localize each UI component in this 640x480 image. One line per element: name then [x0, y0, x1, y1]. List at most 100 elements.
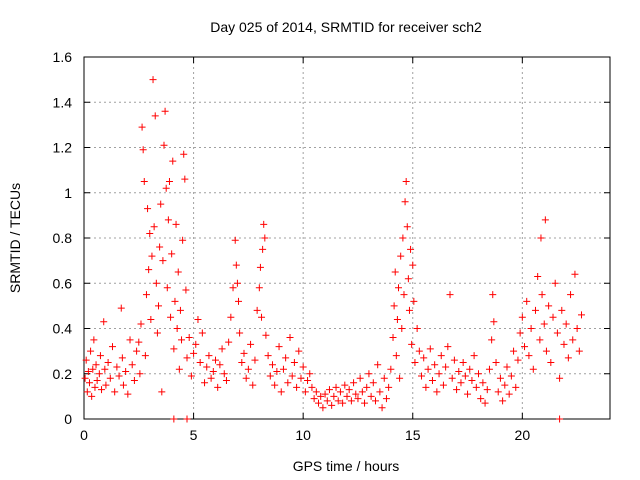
x-tick-label: 20 [515, 427, 531, 443]
data-point [558, 306, 566, 314]
data-point [290, 358, 298, 366]
y-tick-label: 1.6 [53, 49, 73, 65]
data-point [542, 347, 550, 355]
data-point [106, 374, 114, 382]
data-point [227, 313, 235, 321]
data-point [499, 397, 507, 405]
data-point [297, 374, 305, 382]
data-point [448, 374, 456, 382]
data-point [260, 220, 268, 228]
data-point [444, 343, 452, 351]
data-point [455, 367, 463, 375]
data-point [310, 395, 318, 403]
y-tick-label: 0.2 [53, 366, 73, 382]
data-point [507, 372, 515, 380]
data-point [564, 354, 572, 362]
data-point [149, 76, 157, 84]
data-point [505, 390, 513, 398]
y-tick-label: 1.2 [53, 140, 73, 156]
data-point [92, 361, 100, 369]
x-axis-label: GPS time / hours [293, 458, 400, 474]
data-point [396, 374, 404, 382]
data-point [378, 404, 386, 412]
data-point [400, 291, 408, 299]
x-tick-label: 5 [190, 427, 198, 443]
data-point [407, 245, 415, 253]
data-point [275, 343, 283, 351]
data-point [182, 286, 190, 294]
data-point [325, 386, 333, 394]
data-point [176, 306, 184, 314]
x-tick-label: 10 [295, 427, 311, 443]
data-point [402, 177, 410, 185]
data-point [201, 379, 209, 387]
data-point [161, 107, 169, 115]
data-point [118, 354, 126, 362]
data-point [446, 291, 454, 299]
data-point [266, 372, 274, 380]
data-point [179, 236, 187, 244]
y-tick-label: 1 [64, 185, 72, 201]
y-tick-label: 0 [64, 411, 72, 427]
data-point [136, 370, 144, 378]
data-point [399, 234, 407, 242]
data-point [341, 381, 349, 389]
data-point [426, 345, 434, 353]
y-axis-label: SRMTID / TECUs [7, 183, 23, 293]
data-point [209, 367, 217, 375]
data-point [198, 329, 206, 337]
data-point [150, 223, 158, 231]
data-point [352, 390, 360, 398]
data-point [336, 388, 344, 396]
data-point [431, 361, 439, 369]
data-point [489, 291, 497, 299]
data-point [541, 216, 549, 224]
data-point [475, 370, 482, 378]
data-point [488, 336, 496, 344]
y-tick-label: 0.6 [53, 275, 73, 291]
data-point [540, 320, 548, 328]
data-point [569, 336, 577, 344]
data-point [472, 383, 480, 391]
data-point [560, 340, 568, 348]
data-point [165, 177, 173, 185]
data-point [102, 381, 110, 389]
data-point [140, 177, 148, 185]
data-point [317, 392, 325, 400]
axis-ticks: 0 5 10 15 20 0 0.2 0.4 0.6 0.8 1 1.2 1.4 1.6 [53, 49, 610, 443]
data-point [159, 257, 167, 265]
data-point [395, 284, 403, 292]
data-point [328, 401, 336, 409]
data-point [216, 361, 224, 369]
data-point [259, 245, 267, 253]
data-point [492, 358, 500, 366]
data-point [126, 336, 134, 344]
data-point [523, 297, 531, 305]
data-point [218, 345, 226, 353]
data-point [170, 415, 178, 423]
data-point [251, 356, 259, 364]
data-point [192, 340, 200, 348]
data-point [398, 325, 406, 332]
data-point [345, 386, 353, 394]
y-tick-label: 1.4 [53, 94, 73, 110]
data-point [124, 390, 132, 398]
data-point [514, 356, 522, 364]
data-point [428, 377, 436, 385]
data-point [334, 397, 342, 405]
data-point [442, 363, 450, 371]
data-point [308, 383, 316, 391]
data-point [510, 347, 518, 355]
data-point [181, 175, 189, 183]
data-point [413, 325, 421, 332]
data-point [152, 279, 160, 287]
data-point [424, 365, 432, 373]
data-point [293, 383, 301, 391]
data-point [529, 365, 537, 373]
data-point [146, 229, 154, 237]
chart-title: Day 025 of 2014, SRMTID for receiver sch… [210, 19, 482, 35]
data-point [244, 365, 252, 373]
data-point [477, 395, 485, 403]
data-point [111, 388, 119, 396]
data-point [138, 123, 146, 131]
